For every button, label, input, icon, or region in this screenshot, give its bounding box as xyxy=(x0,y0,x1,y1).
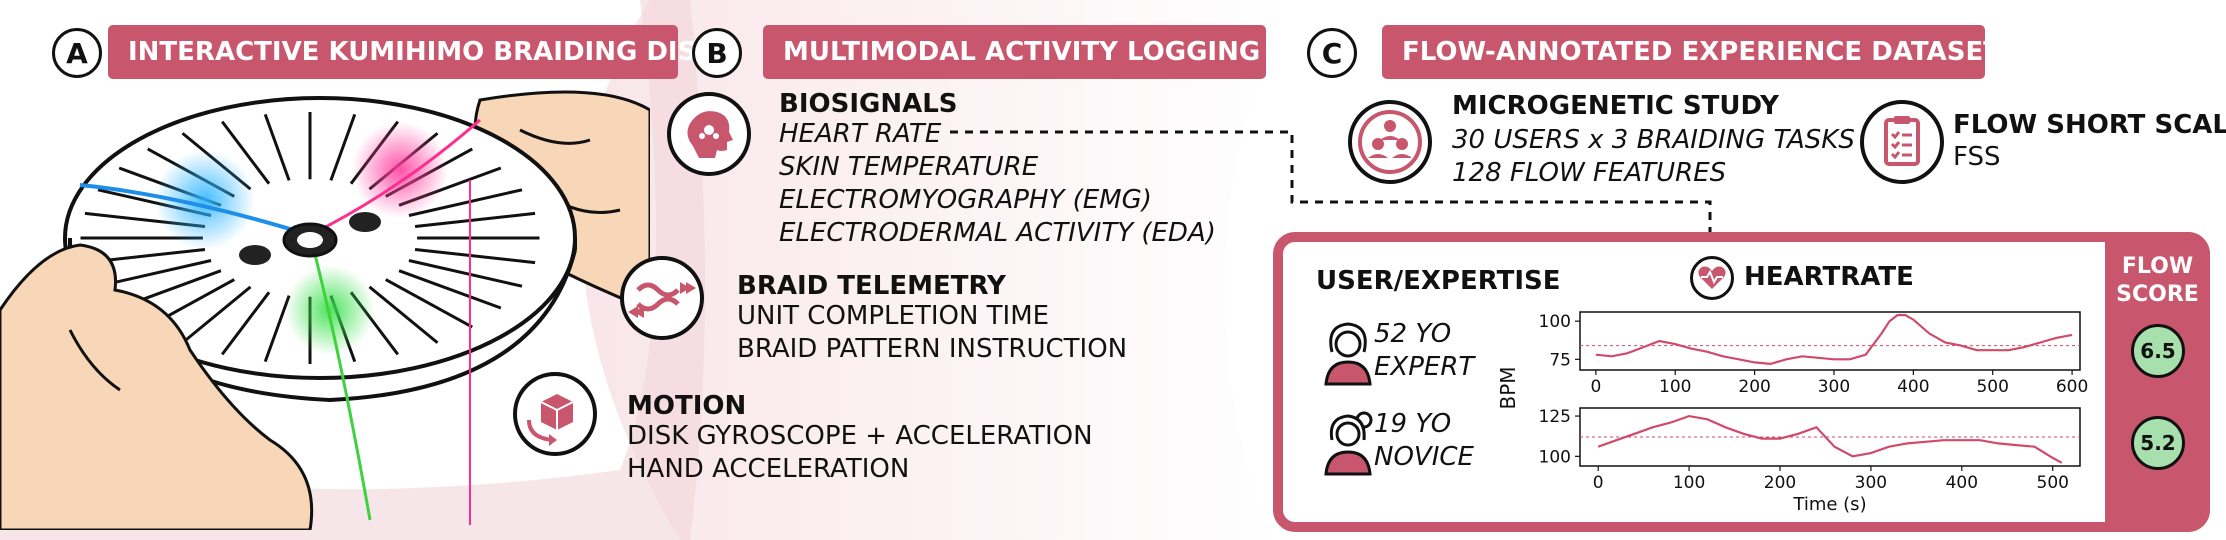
biosignal-heart-rate: HEART RATE xyxy=(779,119,942,149)
telemetry-unit-completion: UNIT COMPLETION TIME xyxy=(737,301,1050,331)
microgenetic-study-heading: MICROGENETIC STUDY xyxy=(1452,91,1780,121)
microgenetic-study-icon xyxy=(1348,100,1432,184)
fss-heading: FLOW SHORT SCALE xyxy=(1953,110,2226,140)
disk-slot xyxy=(220,120,271,185)
biosignals-icon xyxy=(667,92,751,176)
section-a-badge: A xyxy=(52,28,102,78)
section-c-title: FLOW-ANNOTATED EXPERIENCE DATASET xyxy=(1382,25,2001,79)
biosignals-heading: BIOSIGNALS xyxy=(779,89,958,119)
telemetry-braid-pattern: BRAID PATTERN INSTRUCTION xyxy=(737,334,1128,364)
disk-slot xyxy=(398,269,502,310)
motion-icon xyxy=(513,372,597,456)
flow-score-title-2: SCORE xyxy=(2116,282,2199,307)
biosignal-emg: ELECTROMYOGRAPHY (EMG) xyxy=(779,185,1152,215)
disk-slot xyxy=(385,278,474,329)
disk-slot xyxy=(368,285,439,344)
heartrate-heading: HEARTRATE xyxy=(1744,262,1914,292)
expert-age: 52 YO xyxy=(1374,319,1452,349)
study-users-tasks: 30 USERS x 3 BRAIDING TASKS xyxy=(1452,125,1855,155)
section-c-badge: C xyxy=(1307,28,1357,78)
disk-slot xyxy=(181,285,252,344)
biosignal-eda: ELECTRODERMAL ACTIVITY (EDA) xyxy=(779,218,1216,248)
heartrate-icon xyxy=(1690,256,1734,300)
disk-slot xyxy=(408,259,523,288)
section-b-title: MULTIMODAL ACTIVITY LOGGING xyxy=(763,25,1266,79)
flow-score-novice: 5.2 xyxy=(2131,416,2185,470)
flow-score-expert: 6.5 xyxy=(2131,324,2185,378)
kumihimo-disk-illustration xyxy=(0,90,650,530)
disk-slot xyxy=(329,113,357,181)
disk-slot xyxy=(220,291,271,356)
section-b-badge: B xyxy=(692,28,742,78)
flow-score-column xyxy=(2105,232,2210,532)
motion-hand-accel: HAND ACCELERATION xyxy=(627,454,910,484)
flow-score-title-1: FLOW xyxy=(2121,254,2194,279)
biosignal-skin-temperature: SKIN TEMPERATURE xyxy=(779,152,1039,182)
disk-slot xyxy=(414,211,536,229)
braid-telemetry-icon xyxy=(620,256,704,340)
novice-avatar xyxy=(1324,411,1373,476)
expert-level: EXPERT xyxy=(1374,352,1475,382)
novice-level: NOVICE xyxy=(1374,442,1474,472)
fss-abbrev: FSS xyxy=(1953,142,2001,172)
motion-heading: MOTION xyxy=(627,391,747,421)
expert-avatar xyxy=(1324,322,1372,386)
disk-slot xyxy=(263,113,291,181)
motion-disk-gyro: DISK GYROSCOPE + ACCELERATION xyxy=(627,421,1093,451)
disk-slot xyxy=(414,247,536,265)
study-flow-features: 128 FLOW FEATURES xyxy=(1452,158,1727,188)
braid-telemetry-heading: BRAID TELEMETRY xyxy=(737,271,1006,301)
novice-age: 19 YO xyxy=(1374,409,1452,439)
user-expertise-heading: USER/EXPERTISE xyxy=(1316,266,1561,296)
flow-dataset-panel xyxy=(1273,232,2210,532)
section-a-title: INTERACTIVE KUMIHIMO BRAIDING DISK xyxy=(108,25,716,79)
disk-slot xyxy=(408,188,523,217)
clipboard-icon xyxy=(1860,100,1944,184)
